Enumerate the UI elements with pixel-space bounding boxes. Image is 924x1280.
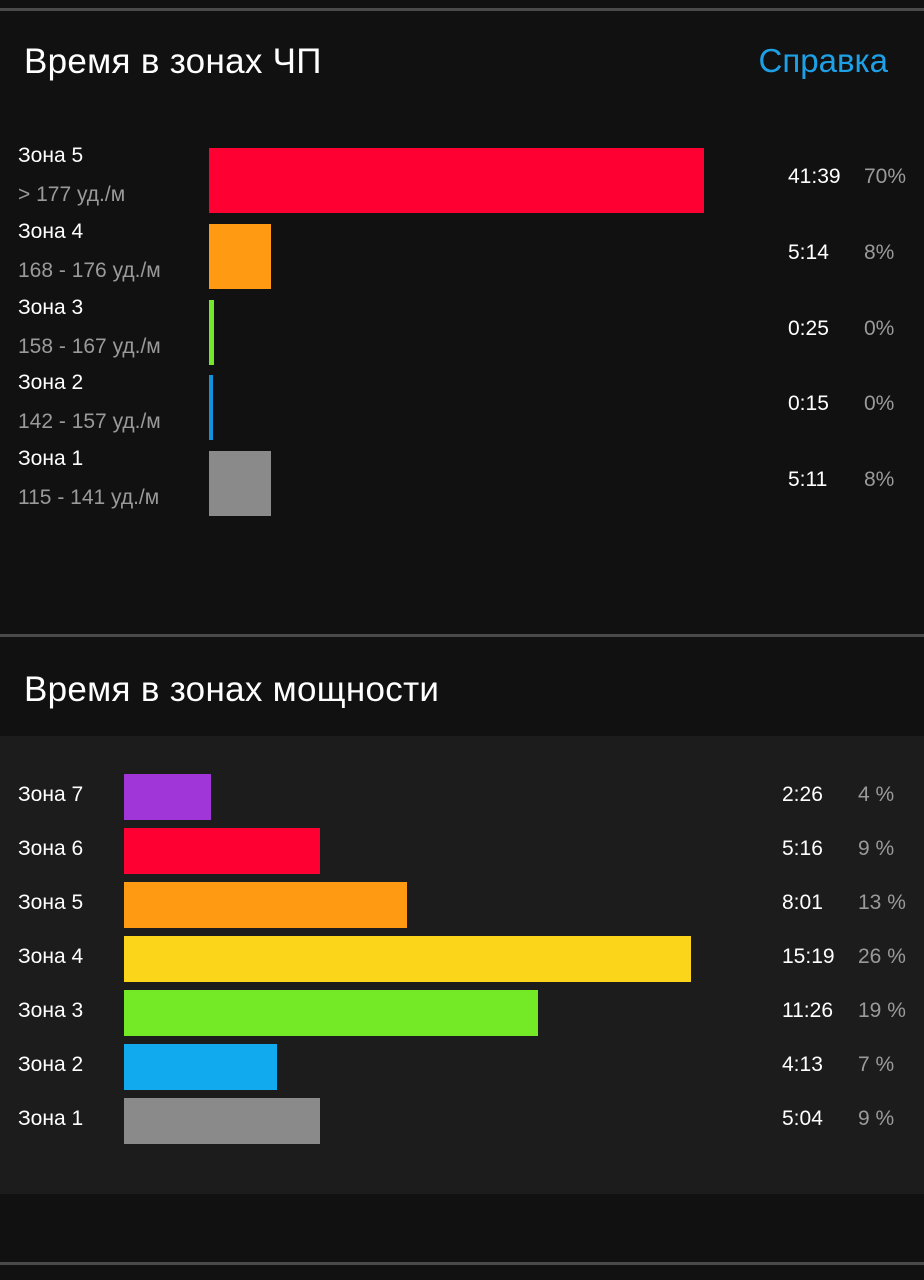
hr-zone-bar <box>209 148 704 213</box>
power-zone-row: Зона 1 5:04 9 % <box>0 1098 924 1152</box>
power-zone-row: Зона 7 2:26 4 % <box>0 774 924 828</box>
hr-zone-percent: 70% <box>864 165 907 188</box>
hr-zone-row: Зона 2 142 - 157 уд./м 0:15 0% <box>0 367 924 443</box>
hr-zone-name: Зона 2 <box>18 371 84 394</box>
power-zone-name: Зона 5 <box>18 891 84 914</box>
power-zone-name: Зона 7 <box>18 783 84 806</box>
power-zone-bar <box>124 936 691 982</box>
hr-zone-time: 5:11 <box>788 468 828 491</box>
hr-zone-percent: 8% <box>864 241 895 264</box>
hr-zones-title: Время в зонах ЧП <box>24 42 322 81</box>
section-divider <box>0 634 924 637</box>
hr-zone-name: Зона 5 <box>18 144 84 167</box>
hr-zone-range: 168 - 176 уд./м <box>18 259 161 282</box>
power-zone-row: Зона 3 11:26 19 % <box>0 990 924 1044</box>
power-zone-bar <box>124 774 211 820</box>
hr-zone-bar <box>209 224 271 289</box>
hr-zone-time: 0:15 <box>788 392 829 415</box>
hr-zone-row: Зона 1 115 - 141 уд./м 5:11 8% <box>0 443 924 519</box>
hr-zone-time: 41:39 <box>788 165 841 188</box>
power-zone-bar <box>124 1098 320 1144</box>
power-zones-chart: Зона 7 2:26 4 % Зона 6 5:16 9 % Зона 5 8… <box>0 736 924 1194</box>
hr-zone-bar <box>209 300 214 365</box>
hr-zone-percent: 0% <box>864 317 895 340</box>
hr-zone-range: 142 - 157 уд./м <box>18 410 161 433</box>
power-zone-name: Зона 4 <box>18 945 84 968</box>
power-zone-time: 15:19 <box>782 945 835 968</box>
hr-zone-bar <box>209 375 213 440</box>
bottom-divider <box>0 1262 924 1265</box>
power-zone-name: Зона 6 <box>18 837 84 860</box>
power-zone-percent: 4 % <box>858 783 895 806</box>
help-link[interactable]: Справка <box>758 42 888 79</box>
power-zone-time: 2:26 <box>782 783 823 806</box>
power-zone-bar <box>124 990 538 1036</box>
power-zone-bar <box>124 1044 277 1090</box>
hr-zone-percent: 0% <box>864 392 895 415</box>
hr-zone-time: 0:25 <box>788 317 829 340</box>
hr-zone-row: Зона 3 158 - 167 уд./м 0:25 0% <box>0 292 924 368</box>
hr-zone-percent: 8% <box>864 468 895 491</box>
power-zone-name: Зона 2 <box>18 1053 84 1076</box>
hr-zone-bar <box>209 451 271 516</box>
power-zone-time: 4:13 <box>782 1053 823 1076</box>
power-zone-percent: 7 % <box>858 1053 895 1076</box>
power-zone-bar <box>124 828 320 874</box>
hr-zone-row: Зона 4 168 - 176 уд./м 5:14 8% <box>0 216 924 292</box>
power-zone-percent: 9 % <box>858 837 895 860</box>
hr-zone-range: 158 - 167 уд./м <box>18 335 161 358</box>
power-zone-bar <box>124 882 407 928</box>
power-zone-time: 5:16 <box>782 837 823 860</box>
power-zone-row: Зона 4 15:19 26 % <box>0 936 924 990</box>
power-zone-percent: 13 % <box>858 891 906 914</box>
power-zone-time: 11:26 <box>782 999 833 1022</box>
top-divider <box>0 8 924 11</box>
power-zone-percent: 26 % <box>858 945 906 968</box>
power-zone-name: Зона 3 <box>18 999 84 1022</box>
hr-zone-name: Зона 1 <box>18 447 84 470</box>
hr-zone-name: Зона 4 <box>18 220 84 243</box>
power-zone-percent: 19 % <box>858 999 906 1022</box>
power-zone-row: Зона 5 8:01 13 % <box>0 882 924 936</box>
power-zone-percent: 9 % <box>858 1107 895 1130</box>
hr-zone-range: > 177 уд./м <box>18 183 126 206</box>
hr-zone-row: Зона 5 > 177 уд./м 41:39 70% <box>0 140 924 216</box>
hr-zones-chart: Зона 5 > 177 уд./м 41:39 70% Зона 4 168 … <box>0 140 924 530</box>
power-zone-name: Зона 1 <box>18 1107 84 1130</box>
power-zone-row: Зона 6 5:16 9 % <box>0 828 924 882</box>
hr-zone-time: 5:14 <box>788 241 829 264</box>
power-zone-row: Зона 2 4:13 7 % <box>0 1044 924 1098</box>
power-zone-time: 5:04 <box>782 1107 823 1130</box>
hr-zone-name: Зона 3 <box>18 296 84 319</box>
power-zone-time: 8:01 <box>782 891 823 914</box>
power-zones-title: Время в зонах мощности <box>24 670 440 709</box>
hr-zone-range: 115 - 141 уд./м <box>18 486 160 509</box>
